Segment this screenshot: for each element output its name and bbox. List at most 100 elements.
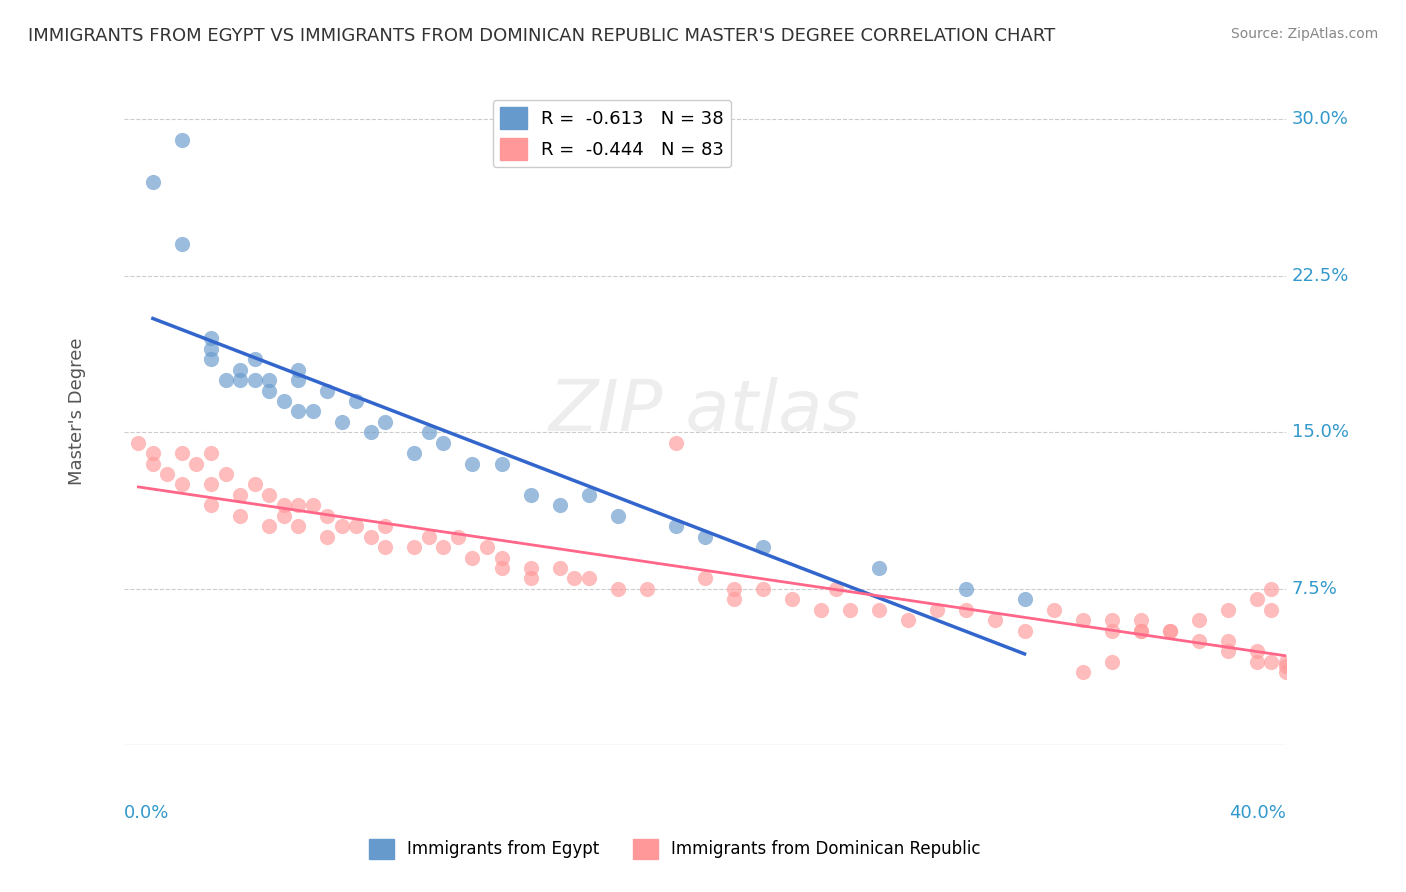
Point [142, 457, 165, 471]
Point [301, 499, 323, 513]
Text: 15.0%: 15.0% [1292, 424, 1348, 442]
Point [606, 508, 628, 523]
Point [693, 571, 716, 585]
Point [1216, 644, 1239, 658]
Point [200, 352, 222, 367]
Point [752, 582, 775, 596]
Point [1129, 624, 1152, 638]
Point [127, 435, 149, 450]
Point [1260, 603, 1282, 617]
Point [548, 561, 571, 575]
Point [1014, 624, 1036, 638]
Point [475, 540, 498, 554]
Point [519, 571, 541, 585]
Point [491, 561, 513, 575]
Point [404, 446, 426, 460]
Point [200, 446, 222, 460]
Text: ZIP atlas: ZIP atlas [548, 377, 860, 446]
Point [214, 467, 236, 481]
Point [491, 457, 513, 471]
Point [243, 477, 266, 491]
Point [1071, 665, 1094, 680]
Point [344, 394, 367, 409]
Point [229, 508, 252, 523]
Point [1246, 644, 1268, 658]
Point [257, 373, 280, 387]
Point [243, 352, 266, 367]
Point [142, 175, 165, 189]
Text: 0.0%: 0.0% [124, 804, 169, 822]
Text: 40.0%: 40.0% [1229, 804, 1286, 822]
Point [636, 582, 658, 596]
Point [447, 530, 470, 544]
Point [1275, 659, 1298, 673]
Point [1129, 624, 1152, 638]
Point [1275, 655, 1298, 669]
Text: 22.5%: 22.5% [1292, 267, 1350, 285]
Point [273, 499, 295, 513]
Point [287, 362, 309, 376]
Point [519, 488, 541, 502]
Point [374, 415, 396, 429]
Point [1159, 624, 1181, 638]
Point [432, 540, 454, 554]
Point [461, 550, 484, 565]
Point [1101, 613, 1123, 627]
Point [1216, 634, 1239, 648]
Point [287, 404, 309, 418]
Point [186, 457, 208, 471]
Point [868, 561, 890, 575]
Point [1071, 613, 1094, 627]
Point [257, 488, 280, 502]
Point [200, 499, 222, 513]
Point [170, 237, 193, 252]
Point [810, 603, 832, 617]
Point [257, 384, 280, 398]
Point [200, 342, 222, 356]
Point [229, 488, 252, 502]
Point [404, 540, 426, 554]
Point [1129, 613, 1152, 627]
Legend: R =  -0.613   N = 38, R =  -0.444   N = 83: R = -0.613 N = 38, R = -0.444 N = 83 [492, 100, 731, 168]
Point [1260, 655, 1282, 669]
Point [578, 571, 600, 585]
Point [491, 550, 513, 565]
Text: Master's Degree: Master's Degree [69, 338, 86, 485]
Point [723, 592, 745, 607]
Point [1101, 624, 1123, 638]
Point [374, 519, 396, 533]
Point [170, 477, 193, 491]
Point [257, 519, 280, 533]
Point [374, 540, 396, 554]
Point [665, 519, 688, 533]
Point [562, 571, 585, 585]
Text: 30.0%: 30.0% [1292, 111, 1348, 128]
Point [200, 331, 222, 345]
Point [316, 508, 339, 523]
Point [156, 467, 179, 481]
Point [780, 592, 803, 607]
Point [316, 384, 339, 398]
Point [868, 603, 890, 617]
Text: 7.5%: 7.5% [1292, 580, 1337, 598]
Point [824, 582, 846, 596]
Point [1246, 655, 1268, 669]
Point [229, 362, 252, 376]
Point [752, 540, 775, 554]
Point [519, 561, 541, 575]
Point [1042, 603, 1064, 617]
Point [693, 530, 716, 544]
Point [432, 435, 454, 450]
Text: IMMIGRANTS FROM EGYPT VS IMMIGRANTS FROM DOMINICAN REPUBLIC MASTER'S DEGREE CORR: IMMIGRANTS FROM EGYPT VS IMMIGRANTS FROM… [28, 27, 1056, 45]
Point [287, 499, 309, 513]
Point [418, 425, 440, 440]
Legend: Immigrants from Egypt, Immigrants from Dominican Republic: Immigrants from Egypt, Immigrants from D… [363, 832, 987, 866]
Point [142, 446, 165, 460]
Point [330, 519, 353, 533]
Point [1188, 634, 1211, 648]
Point [418, 530, 440, 544]
Point [316, 530, 339, 544]
Point [1188, 613, 1211, 627]
Point [360, 425, 382, 440]
Text: Source: ZipAtlas.com: Source: ZipAtlas.com [1230, 27, 1378, 41]
